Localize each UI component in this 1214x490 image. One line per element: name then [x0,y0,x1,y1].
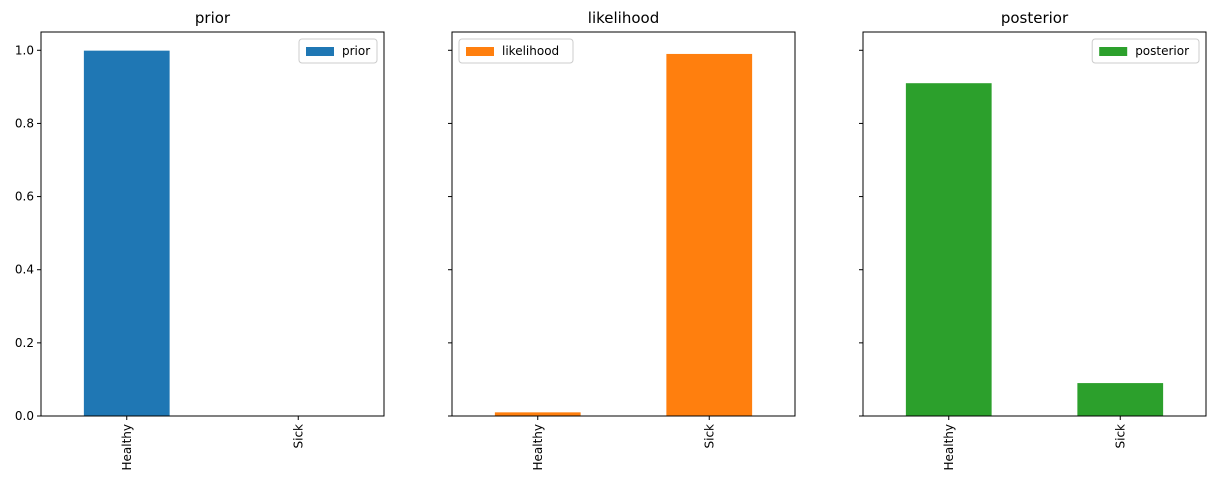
x-tick-label: Healthy [120,424,134,471]
plot-frame [451,31,796,417]
legend: posterior [1091,38,1200,64]
legend-box [1091,38,1200,64]
bar-likelihood-healthy [494,412,581,416]
legend-box [298,38,378,64]
chart-panel-prior: Healthy Sick 0.0 0.2 0.4 0.6 0.8 1.0 prior prior [15,9,385,471]
bar-prior-healthy [83,50,170,416]
chart-panel-posterior: Healthy Sick posterior posterior [859,9,1207,471]
legend-label: posterior [1135,44,1189,58]
bar-posterior-healthy [905,83,992,416]
chart-title: prior [195,9,231,27]
chart-title: likelihood [588,9,659,27]
x-tick-label: Healthy [942,424,956,471]
x-tick-label: Sick [1113,424,1127,449]
legend-swatch [1099,47,1128,56]
legend-label: likelihood [502,44,559,58]
y-tick-label: 0.8 [15,116,34,130]
chart-panel-likelihood: Healthy Sick likelihood likelihood [448,9,796,471]
legend-box [458,38,574,64]
legend-swatch [466,47,494,56]
plot-frame [40,31,385,417]
x-tick-label: Sick [702,424,716,449]
y-tick-label: 0.4 [15,263,34,277]
y-tick-label: 1.0 [15,43,34,57]
legend: likelihood [458,38,574,64]
bar-likelihood-sick [666,53,753,416]
x-tick-label: Sick [291,424,305,449]
x-tick-label: Healthy [531,424,545,471]
chart-title: posterior [1001,9,1069,27]
legend-label: prior [342,44,370,58]
legend: prior [298,38,378,64]
y-tick-label: 0.6 [15,190,34,204]
bar-posterior-sick [1077,383,1164,416]
y-tick-label: 0.0 [15,409,34,423]
legend-swatch [306,47,334,56]
y-tick-label: 0.2 [15,336,34,350]
plot-frame [862,31,1207,417]
